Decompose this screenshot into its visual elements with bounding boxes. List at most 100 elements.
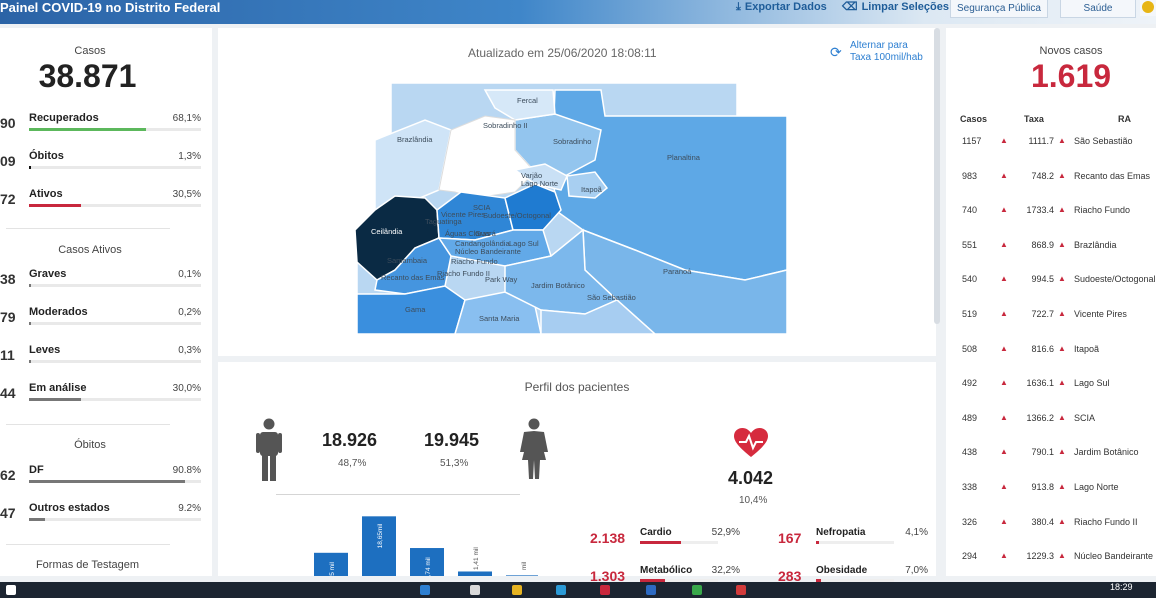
age-bar[interactable] xyxy=(314,552,348,576)
ra-table-row[interactable]: 438 ▲ 790.1 ▲ Jardim Botânico xyxy=(946,447,1156,467)
up-arrow-icon: ▲ xyxy=(1058,378,1066,388)
stat-count: 38 xyxy=(0,271,16,287)
comorbidity-item[interactable]: 283 Obesidade 7,0% xyxy=(778,564,928,592)
stat-label: Recuperados xyxy=(29,112,99,124)
map-label: Vicente Pires xyxy=(441,210,485,219)
app-icon[interactable] xyxy=(600,585,610,595)
map-region-fercal[interactable] xyxy=(483,89,556,121)
profile-title: Perfil dos pacientes xyxy=(524,380,630,394)
map-region-itapoa[interactable] xyxy=(566,171,609,199)
ra-table-row[interactable]: 519 ▲ 722.7 ▲ Vicente Pires xyxy=(946,309,1156,329)
df-choropleth-map[interactable]: Fercal Sobradinho II Brazlândia Sobradin… xyxy=(355,80,791,338)
chrome-icon[interactable] xyxy=(736,585,746,595)
ra-name: Recanto das Emas xyxy=(1074,170,1151,181)
col-header-rate[interactable]: Taxa xyxy=(1024,114,1044,124)
map-region-aguas-claras[interactable] xyxy=(437,229,552,267)
stat-bar-fill xyxy=(29,204,82,207)
stat-percent: 30,0% xyxy=(172,383,201,394)
divider xyxy=(6,228,170,229)
comorbidity-item[interactable]: 2.138 Cardio 52,9% xyxy=(590,526,740,554)
active-cases-label: Casos Ativos xyxy=(58,244,122,256)
app-icon[interactable] xyxy=(470,585,480,595)
map-region-sao-sebastiao[interactable] xyxy=(540,299,657,335)
comorbidity-item-label: Metabólico xyxy=(640,565,693,576)
stat-row-active[interactable]: 38 Graves 0,1% xyxy=(0,268,212,298)
ra-rate: 816.6 xyxy=(1031,343,1054,354)
stat-bar-fill xyxy=(29,284,31,287)
comorbidity-item[interactable]: 167 Nefropatia 4,1% xyxy=(778,526,928,554)
up-arrow-icon: ▲ xyxy=(1058,551,1066,561)
stat-row-deaths[interactable]: 47 Outros estados 9.2% xyxy=(0,502,212,532)
ra-table-row[interactable]: 338 ▲ 913.8 ▲ Lago Norte xyxy=(946,482,1156,502)
stat-bar-fill xyxy=(29,518,45,521)
age-bar[interactable] xyxy=(410,548,444,576)
col-header-cases[interactable]: Casos xyxy=(960,114,988,124)
age-bar[interactable] xyxy=(506,575,538,576)
stat-row-status[interactable]: 90 Recuperados 68,1% xyxy=(0,112,212,142)
col-header-ra[interactable]: RA xyxy=(1118,114,1131,124)
seguranca-publica-link[interactable]: Segurança Pública xyxy=(950,0,1048,18)
age-bar[interactable] xyxy=(362,516,396,576)
up-arrow-icon: ▲ xyxy=(1058,516,1066,526)
map-region-lago-norte[interactable] xyxy=(513,163,568,191)
stat-row-status[interactable]: 72 Ativos 30,5% xyxy=(0,188,212,218)
map-label: Ceilândia xyxy=(371,227,403,236)
map-scrollbar[interactable] xyxy=(934,28,940,324)
ra-table-row[interactable]: 740 ▲ 1733.4 ▲ Riacho Fundo xyxy=(946,205,1156,225)
age-bar[interactable] xyxy=(458,571,492,576)
app-icon[interactable] xyxy=(646,585,656,595)
ra-table-row[interactable]: 540 ▲ 994.5 ▲ Sudoeste/Octogonal xyxy=(946,274,1156,294)
comorbidity-bar-track xyxy=(640,579,718,582)
map-label: Fercal xyxy=(517,96,538,105)
saude-link[interactable]: Saúde xyxy=(1060,0,1136,18)
ra-table-row[interactable]: 492 ▲ 1636.1 ▲ Lago Sul xyxy=(946,378,1156,398)
app-icon[interactable] xyxy=(692,585,702,595)
new-cases-label: Novos casos xyxy=(1039,45,1103,57)
comorbidity-item-count: 283 xyxy=(778,568,802,584)
stat-row-active[interactable]: 11 Leves 0,3% xyxy=(0,344,212,374)
stat-row-active[interactable]: 44 Em análise 30,0% xyxy=(0,382,212,412)
stat-label: Ativos xyxy=(29,188,63,200)
map-region-plano-piloto[interactable] xyxy=(438,115,536,199)
ra-cases: 551 xyxy=(962,239,978,250)
map-label: Riacho Fundo xyxy=(451,257,498,266)
ra-table-row[interactable]: 489 ▲ 1366.2 ▲ SCIA xyxy=(946,413,1156,433)
ra-table-row[interactable]: 326 ▲ 380.4 ▲ Riacho Fundo II xyxy=(946,517,1156,537)
ra-table-row[interactable]: 508 ▲ 816.6 ▲ Itapoã xyxy=(946,344,1156,364)
up-arrow-icon: ▲ xyxy=(1058,343,1066,353)
stat-row-status[interactable]: 09 Óbitos 1,3% xyxy=(0,150,212,180)
export-data-button[interactable]: ⤓ Exportar Dados xyxy=(736,0,827,14)
profile-divider xyxy=(276,494,520,495)
stat-row-active[interactable]: 79 Moderados 0,2% xyxy=(0,306,212,336)
up-arrow-icon: ▲ xyxy=(1000,136,1008,145)
download-icon: ⤓ xyxy=(736,1,741,13)
ra-name: Lago Norte xyxy=(1074,482,1119,492)
ra-table-row[interactable]: 983 ▲ 748.2 ▲ Recanto das Emas xyxy=(946,171,1156,191)
app-icon[interactable] xyxy=(556,585,566,595)
stat-label: Em análise xyxy=(29,382,87,394)
up-arrow-icon: ▲ xyxy=(1000,482,1008,491)
ra-rate: 1366.2 xyxy=(1026,412,1054,423)
stat-row-deaths[interactable]: 62 DF 90.8% xyxy=(0,464,212,494)
stat-bar-track xyxy=(29,284,201,287)
comorbidity-bar-track xyxy=(816,579,894,582)
ra-table-row[interactable]: 294 ▲ 1229.3 ▲ Núcleo Bandeirante xyxy=(946,551,1156,571)
comorbidity-item[interactable]: 1.303 Metabólico 32,2% xyxy=(590,564,740,592)
seguranca-publica-label: Segurança Pública xyxy=(957,3,1041,14)
up-arrow-icon: ▲ xyxy=(1000,309,1008,318)
stat-percent: 68,1% xyxy=(172,113,201,124)
app-icon[interactable] xyxy=(420,585,430,595)
folder-icon[interactable] xyxy=(512,585,522,595)
map-region-santa-maria[interactable] xyxy=(453,291,542,335)
ra-table-row[interactable]: 1157 ▲ 1111.7 ▲ São Sebastião xyxy=(946,136,1156,156)
up-arrow-icon: ▲ xyxy=(1000,170,1008,180)
comorbidity-item-percent: 4,1% xyxy=(905,527,928,538)
clear-selections-button[interactable]: ⌫ Limpar Seleções xyxy=(842,0,949,14)
ra-name: Jardim Botânico xyxy=(1074,447,1139,458)
ra-table-row[interactable]: 551 ▲ 868.9 ▲ Brazlândia xyxy=(946,240,1156,260)
ra-rate: 994.5 xyxy=(1031,274,1054,285)
ra-cases: 1157 xyxy=(962,136,982,146)
stat-bar-track xyxy=(29,322,201,325)
start-icon[interactable] xyxy=(6,585,16,595)
map-label: Taguatinga xyxy=(425,217,463,226)
